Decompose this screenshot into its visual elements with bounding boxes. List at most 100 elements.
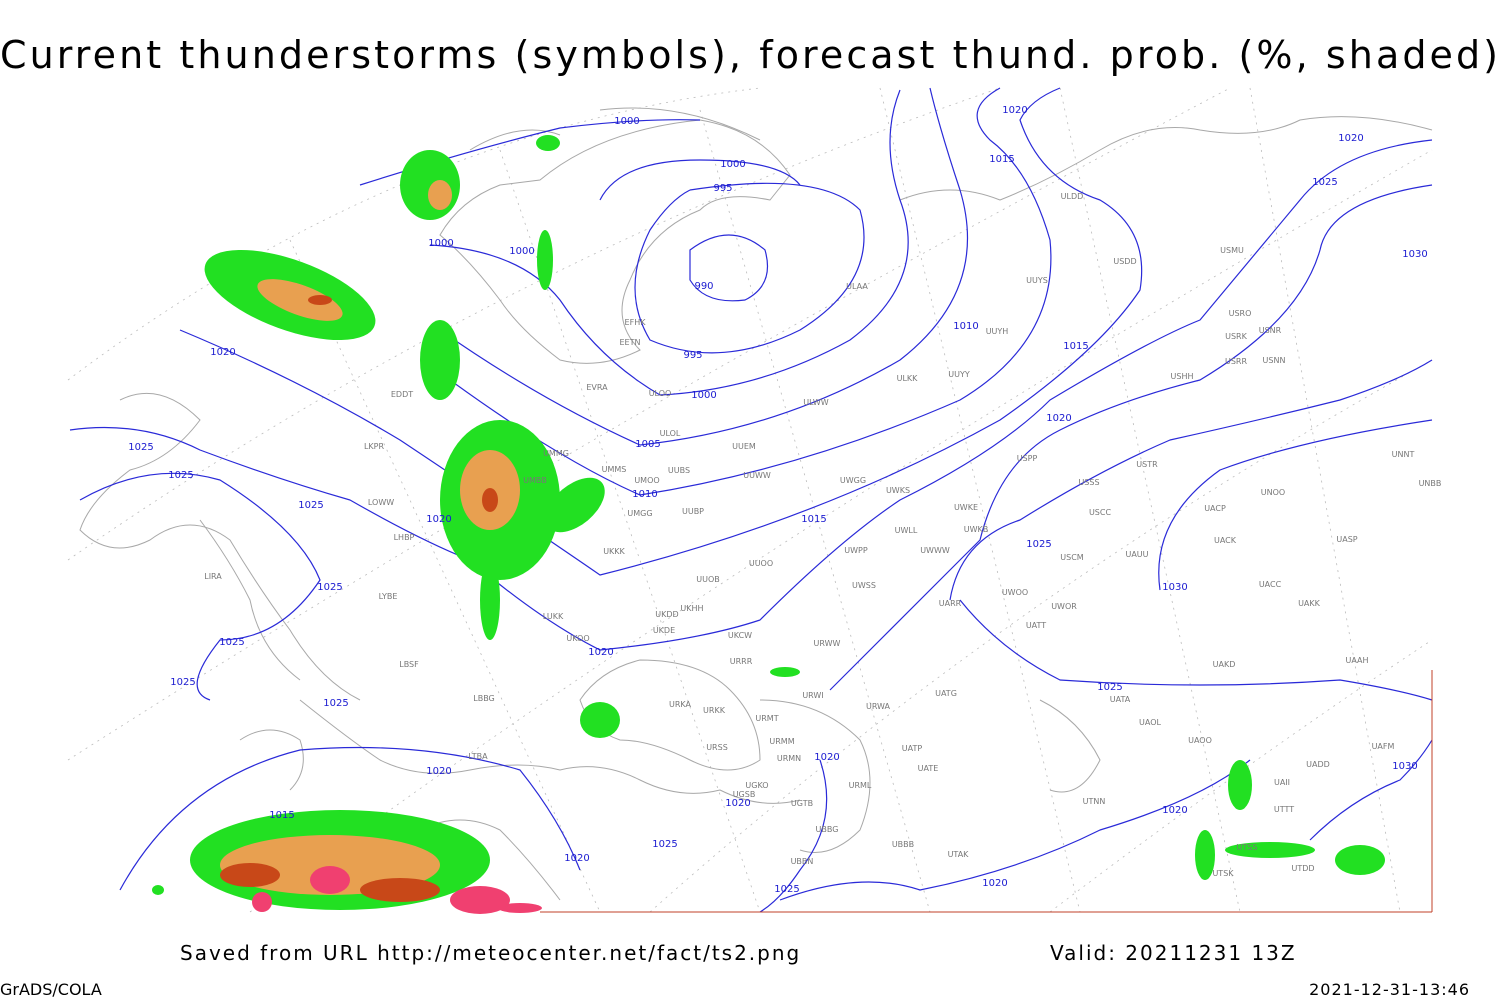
isobar-label: 1010 — [953, 321, 978, 332]
isobar-label: 1025 — [1026, 539, 1051, 550]
source-url: Saved from URL http://meteocenter.net/fa… — [180, 941, 801, 965]
station-code: UGKO — [745, 781, 768, 790]
station-code: UAOL — [1139, 718, 1161, 727]
station-code: USPP — [1017, 454, 1038, 463]
isobar-label: 1015 — [1063, 341, 1088, 352]
station-code: UNBB — [1419, 479, 1442, 488]
isobar-label: 1020 — [426, 766, 451, 777]
station-code: ULOL — [660, 429, 681, 438]
isobar-label: 1020 — [1046, 413, 1071, 424]
station-code: URKK — [703, 706, 726, 715]
station-code: USRO — [1229, 309, 1252, 318]
station-code: URML — [849, 781, 872, 790]
station-code: UGTB — [791, 799, 813, 808]
station-code: URMT — [755, 714, 778, 723]
station-code: UTDD — [1291, 864, 1314, 873]
isobar-label: 1025 — [1312, 177, 1337, 188]
station-code: UWOO — [1002, 588, 1028, 597]
station-code: UAKK — [1298, 599, 1321, 608]
isobar-label: 1020 — [210, 347, 235, 358]
station-code: UACK — [1214, 536, 1237, 545]
isobar-label: 1025 — [323, 698, 348, 709]
station-code: USMU — [1220, 246, 1244, 255]
station-code: ULOO — [649, 389, 672, 398]
station-code: USNR — [1259, 326, 1282, 335]
station-code: UTAK — [948, 850, 970, 859]
station-code: UWLL — [895, 526, 918, 535]
map-title: Current thunderstorms (symbols), forecas… — [0, 33, 1498, 77]
station-code: UWKE — [954, 503, 978, 512]
station-code: UWGG — [840, 476, 866, 485]
station-code: URRR — [730, 657, 753, 666]
station-code: UATT — [1026, 621, 1046, 630]
station-code: UMOO — [634, 476, 659, 485]
coastlines — [79, 107, 1433, 901]
station-code: UUEM — [732, 442, 756, 451]
station-code: UWSS — [852, 581, 876, 590]
map-frame — [67, 87, 1433, 914]
station-code: UBBB — [892, 840, 914, 849]
station-code: ULKK — [897, 374, 919, 383]
isobar-label: 1020 — [426, 514, 451, 525]
isobar-label: 1025 — [128, 442, 153, 453]
station-code: UAAH — [1345, 656, 1368, 665]
station-code: UARR — [939, 599, 962, 608]
station-code: USSS — [1078, 478, 1099, 487]
isobar-label: 1000 — [720, 159, 745, 170]
station-code: UAKD — [1213, 660, 1236, 669]
station-code: LYBE — [379, 592, 398, 601]
station-code: LTBA — [468, 752, 488, 761]
station-code: UATG — [935, 689, 957, 698]
station-code: UWPP — [844, 546, 868, 555]
station-code: UKOO — [566, 634, 589, 643]
isobar-label: 1000 — [428, 238, 453, 249]
station-code: LBSF — [399, 660, 419, 669]
thunder-probability-shading — [152, 135, 1385, 910]
station-code: UAFM — [1372, 742, 1395, 751]
station-code: UWOR — [1051, 602, 1077, 611]
map-area — [68, 88, 1432, 912]
station-code: UKKK — [603, 547, 625, 556]
isobar-label: 1020 — [725, 798, 750, 809]
station-code: UWWW — [920, 546, 950, 555]
station-code: EETN — [620, 338, 641, 347]
station-code: LBBG — [473, 694, 495, 703]
station-code: UACC — [1259, 580, 1282, 589]
station-code: LIRA — [204, 572, 222, 581]
station-code: USNN — [1263, 356, 1286, 365]
station-code: URSS — [706, 743, 728, 752]
station-code: UMMS — [602, 465, 627, 474]
isobar-label: 1020 — [1162, 805, 1187, 816]
station-code: LKPR — [364, 442, 385, 451]
station-code: UKDD — [655, 610, 678, 619]
station-code: UATP — [902, 744, 923, 753]
station-code: UUOO — [749, 559, 773, 568]
station-code: ULAA — [846, 282, 868, 291]
station-code: UWKB — [964, 525, 989, 534]
station-code: URKA — [669, 700, 692, 709]
station-code: URMN — [777, 754, 801, 763]
isobar-label: 1025 — [219, 637, 244, 648]
station-code: USDD — [1113, 257, 1136, 266]
isobar-label: 1020 — [564, 853, 589, 864]
isobar-label: 1025 — [170, 677, 195, 688]
station-code: USRK — [1225, 332, 1247, 341]
station-code: UNNT — [1392, 450, 1415, 459]
station-code: UUWW — [743, 471, 771, 480]
station-code: LUKK — [543, 612, 564, 621]
station-code: UUBP — [682, 507, 704, 516]
station-code: UTSS — [1237, 843, 1258, 852]
software: GrADS/COLA — [0, 980, 102, 999]
station-code: LOWW — [368, 498, 394, 507]
station-code: EDDT — [391, 390, 413, 399]
map-labels: 1000 1000 995 1000 1000 990 1010 995 1000 1005 101… — [128, 105, 1441, 895]
station-code: UWKS — [886, 486, 910, 495]
station-code: LHBP — [394, 533, 415, 542]
station-code: UKCW — [728, 631, 752, 640]
station-code: UTSK — [1212, 869, 1234, 878]
station-code: UUYS — [1026, 276, 1048, 285]
station-code: UKDE — [653, 626, 675, 635]
station-code: UAUU — [1125, 550, 1148, 559]
isobar-label: 1020 — [982, 878, 1007, 889]
